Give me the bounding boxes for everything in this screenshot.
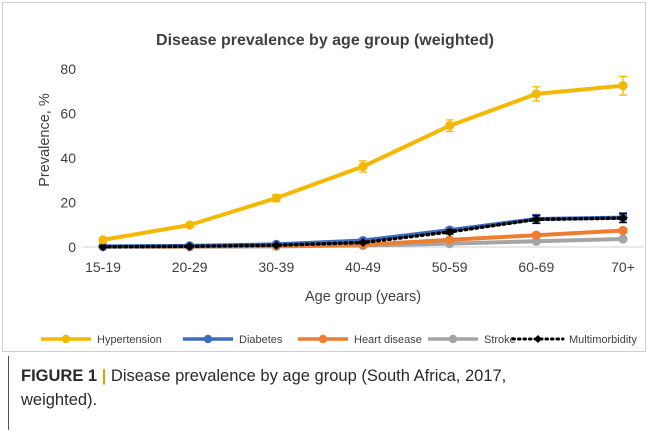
data-point (618, 225, 628, 236)
x-axis-label: Age group (years) (305, 289, 421, 305)
legend-label: Heart disease (354, 334, 422, 346)
chart-frame: Disease prevalence by age group (weighte… (2, 2, 646, 352)
line-chart: Disease prevalence by age group (weighte… (37, 32, 643, 346)
x-tick-label: 60-69 (518, 259, 554, 275)
legend-item-multimorbidity: Multimorbidity (511, 334, 637, 346)
legend-swatch-marker (534, 335, 542, 343)
y-tick-labels: 0 20 40 60 80 (60, 61, 76, 255)
series-hypertension (98, 75, 628, 245)
x-tick-labels: 15-19 20-29 30-39 40-49 50-59 60-69 70+ (85, 259, 635, 275)
legend-label: Stroke (484, 334, 516, 346)
data-point (445, 227, 455, 237)
y-tick-label: 0 (68, 239, 76, 255)
y-tick-label: 80 (60, 61, 76, 77)
data-point (98, 242, 108, 252)
legend: Hypertension Diabetes Heart disease Stroke M… (41, 334, 637, 346)
caption-separator: | (101, 367, 107, 385)
legend-item-stroke: Stroke (428, 334, 516, 346)
chart-title: Disease prevalence by age group (weighte… (156, 32, 494, 49)
y-tick-label: 40 (60, 150, 76, 166)
data-point (531, 230, 541, 240)
x-tick-label: 40-49 (345, 259, 381, 275)
x-tick-label: 20-29 (172, 259, 208, 275)
data-point (618, 213, 628, 223)
legend-swatch-marker (203, 334, 213, 344)
plot-area (98, 75, 628, 252)
data-point (271, 240, 281, 250)
data-point (531, 214, 541, 224)
legend-swatch-marker (318, 334, 328, 344)
data-point (445, 121, 455, 131)
data-point (185, 220, 195, 230)
data-point (618, 234, 628, 244)
legend-swatch-marker (61, 334, 71, 344)
data-point (618, 81, 628, 91)
x-tick-label: 15-19 (85, 259, 121, 275)
x-tick-label: 70+ (611, 259, 635, 275)
data-point (445, 235, 455, 245)
caption-body: Disease prevalence by age group (South A… (21, 367, 507, 409)
legend-item-hypertension: Hypertension (41, 334, 162, 346)
data-point (358, 238, 368, 248)
y-tick-label: 20 (60, 195, 76, 211)
caption-text: FIGURE 1 | Disease prevalence by age gro… (21, 364, 561, 412)
figure-caption: FIGURE 1 | Disease prevalence by age gro… (8, 356, 569, 430)
caption-label: FIGURE 1 (21, 367, 98, 385)
series-multimorbidity (98, 212, 628, 252)
data-point (531, 89, 541, 99)
data-point (271, 193, 281, 203)
legend-item-diabetes: Diabetes (183, 334, 283, 346)
legend-item-heart-disease: Heart disease (298, 334, 422, 346)
x-tick-label: 30-39 (258, 259, 294, 275)
legend-label: Hypertension (97, 334, 162, 346)
data-point (185, 241, 195, 251)
legend-label: Multimorbidity (569, 334, 637, 346)
legend-label: Diabetes (239, 334, 283, 346)
data-point (98, 235, 108, 245)
x-tick-label: 50-59 (432, 259, 468, 275)
y-tick-label: 60 (60, 106, 76, 122)
y-axis-label: Prevalence, % (37, 93, 53, 187)
data-point (358, 161, 368, 172)
legend-swatch-marker (448, 334, 458, 344)
